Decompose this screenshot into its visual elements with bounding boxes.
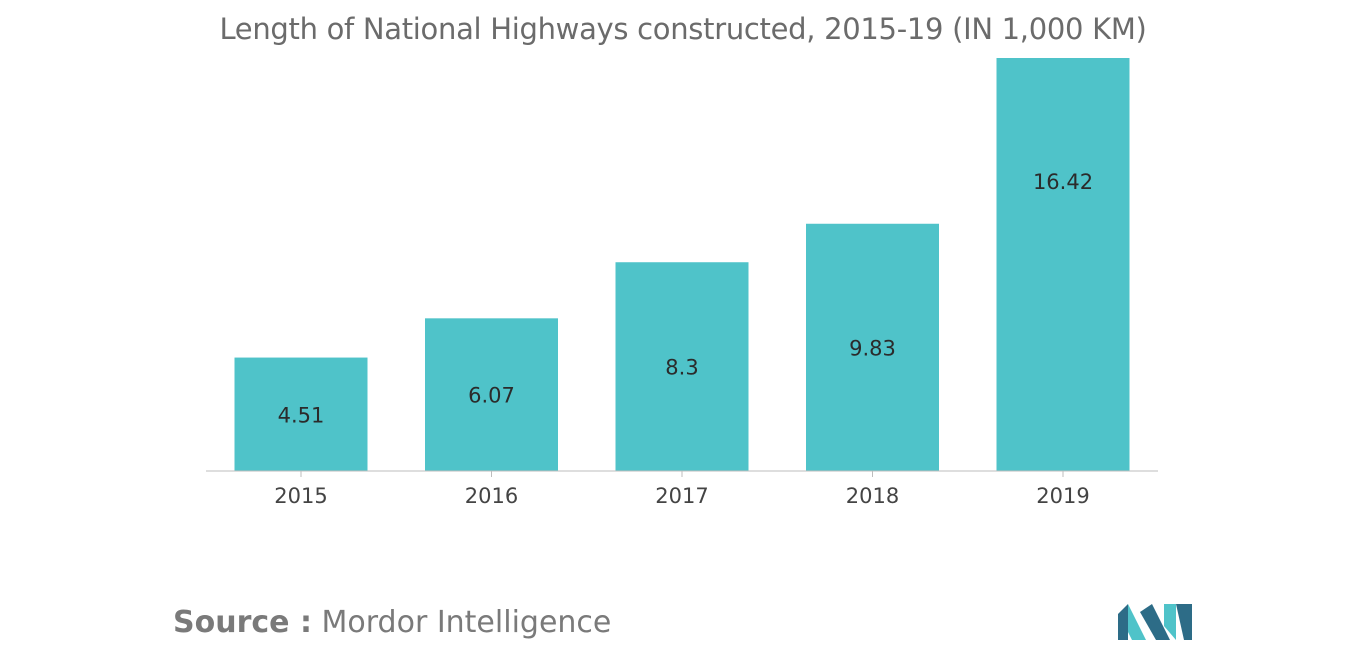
chart-title: Length of National Highways constructed,… (219, 12, 1147, 46)
logo-left-dark (1118, 604, 1128, 640)
source-label: Source : (173, 605, 312, 640)
x-tick-label-2017: 2017 (655, 484, 708, 508)
source-line: Source : Mordor Intelligence (173, 605, 611, 640)
data-label-2016: 6.07 (468, 384, 515, 408)
logo-left-light (1128, 604, 1146, 640)
logo-right-dark (1176, 604, 1192, 640)
x-tick-label-2016: 2016 (465, 484, 518, 508)
bar-2017 (615, 262, 749, 471)
x-tick-label-2015: 2015 (274, 484, 327, 508)
source-value: Mordor Intelligence (321, 605, 612, 640)
logo-right-light (1164, 604, 1176, 640)
data-label-2018: 9.83 (849, 336, 896, 360)
bar-2015 (234, 357, 368, 471)
x-tick-label-2019: 2019 (1036, 484, 1089, 508)
x-tick-label-2018: 2018 (846, 484, 899, 508)
data-label-2017: 8.3 (665, 356, 698, 380)
bar-2018 (806, 223, 939, 471)
bar-chart: 4.51 2015 6.07 2016 8.3 2017 9.83 2018 16.42 2019 (206, 58, 1158, 508)
mordor-intelligence-logo-icon (1118, 604, 1192, 640)
logo-middle (1140, 604, 1170, 640)
bar-2019 (996, 58, 1130, 471)
bar-2016 (425, 318, 558, 471)
data-label-2019: 16.42 (1033, 170, 1093, 194)
data-label-2015: 4.51 (278, 403, 325, 427)
